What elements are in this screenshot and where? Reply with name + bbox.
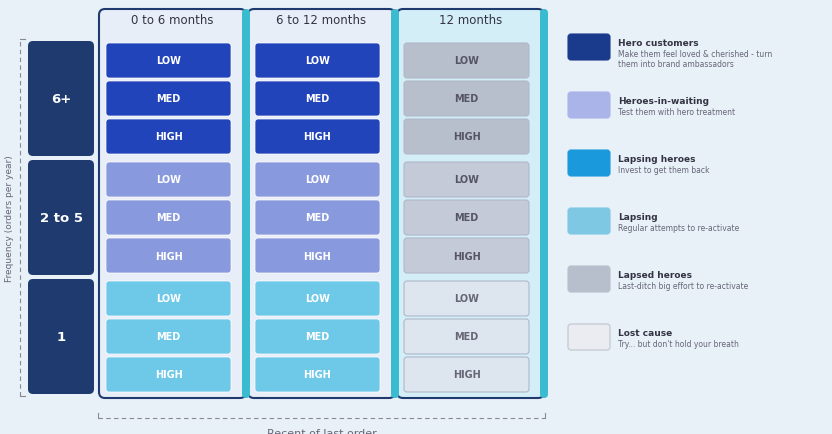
FancyBboxPatch shape — [404, 82, 529, 117]
FancyBboxPatch shape — [568, 208, 610, 234]
Text: 2 to 5: 2 to 5 — [40, 211, 83, 224]
FancyBboxPatch shape — [106, 163, 231, 197]
Text: LOW: LOW — [305, 175, 330, 185]
Text: MED: MED — [454, 94, 478, 104]
FancyBboxPatch shape — [255, 163, 380, 197]
FancyBboxPatch shape — [255, 238, 380, 273]
FancyBboxPatch shape — [391, 10, 399, 398]
Text: MED: MED — [305, 332, 329, 342]
FancyBboxPatch shape — [106, 238, 231, 273]
FancyBboxPatch shape — [255, 82, 380, 117]
Text: MED: MED — [156, 94, 181, 104]
FancyBboxPatch shape — [28, 279, 94, 394]
Text: HIGH: HIGH — [453, 370, 480, 380]
FancyBboxPatch shape — [404, 238, 529, 273]
FancyBboxPatch shape — [568, 266, 610, 293]
Text: LOW: LOW — [156, 294, 181, 304]
Text: MED: MED — [454, 213, 478, 223]
FancyBboxPatch shape — [28, 161, 94, 275]
FancyBboxPatch shape — [255, 44, 380, 79]
Text: Hero customers: Hero customers — [618, 39, 699, 48]
FancyBboxPatch shape — [404, 281, 529, 316]
FancyBboxPatch shape — [255, 201, 380, 236]
FancyBboxPatch shape — [106, 201, 231, 236]
Text: 6 to 12 months: 6 to 12 months — [276, 13, 367, 26]
Text: LOW: LOW — [305, 294, 330, 304]
FancyBboxPatch shape — [255, 120, 380, 155]
Text: Regular attempts to re-activate: Regular attempts to re-activate — [618, 224, 740, 233]
Text: MED: MED — [305, 213, 329, 223]
Text: Lapsing heroes: Lapsing heroes — [618, 155, 696, 164]
Text: HIGH: HIGH — [453, 132, 480, 142]
Text: MED: MED — [454, 332, 478, 342]
Text: HIGH: HIGH — [155, 370, 182, 380]
Text: HIGH: HIGH — [155, 132, 182, 142]
FancyBboxPatch shape — [397, 10, 544, 398]
Text: 1: 1 — [57, 330, 66, 343]
FancyBboxPatch shape — [540, 10, 548, 398]
Text: Frequency (orders per year): Frequency (orders per year) — [6, 155, 14, 281]
Text: LOW: LOW — [156, 175, 181, 185]
FancyBboxPatch shape — [404, 319, 529, 354]
FancyBboxPatch shape — [568, 324, 610, 350]
FancyBboxPatch shape — [404, 357, 529, 392]
Text: Heroes-in-waiting: Heroes-in-waiting — [618, 97, 709, 106]
FancyBboxPatch shape — [106, 82, 231, 117]
Text: Invest to get them back: Invest to get them back — [618, 166, 710, 174]
FancyBboxPatch shape — [106, 281, 231, 316]
Text: HIGH: HIGH — [304, 132, 331, 142]
Text: LOW: LOW — [454, 294, 479, 304]
FancyBboxPatch shape — [248, 10, 395, 398]
FancyBboxPatch shape — [28, 42, 94, 157]
FancyBboxPatch shape — [255, 281, 380, 316]
FancyBboxPatch shape — [404, 120, 529, 155]
Text: HIGH: HIGH — [304, 370, 331, 380]
FancyBboxPatch shape — [106, 120, 231, 155]
FancyBboxPatch shape — [404, 44, 529, 79]
Text: Lost cause: Lost cause — [618, 328, 672, 337]
Text: Make them feel loved & cherished - turn
them into brand ambassadors: Make them feel loved & cherished - turn … — [618, 50, 772, 69]
FancyBboxPatch shape — [568, 93, 610, 119]
Text: MED: MED — [305, 94, 329, 104]
FancyBboxPatch shape — [106, 44, 231, 79]
Text: 0 to 6 months: 0 to 6 months — [131, 13, 214, 26]
FancyBboxPatch shape — [106, 357, 231, 392]
Text: Lapsed heroes: Lapsed heroes — [618, 270, 692, 279]
Text: MED: MED — [156, 213, 181, 223]
Text: HIGH: HIGH — [155, 251, 182, 261]
Text: Recent of last order: Recent of last order — [266, 428, 376, 434]
Text: 6+: 6+ — [52, 93, 72, 106]
Text: Lapsing: Lapsing — [618, 213, 657, 221]
Text: LOW: LOW — [305, 56, 330, 66]
FancyBboxPatch shape — [106, 319, 231, 354]
Text: LOW: LOW — [454, 56, 479, 66]
Text: HIGH: HIGH — [304, 251, 331, 261]
Text: LOW: LOW — [156, 56, 181, 66]
FancyBboxPatch shape — [255, 357, 380, 392]
Text: MED: MED — [156, 332, 181, 342]
Text: Last-ditch big effort to re-activate: Last-ditch big effort to re-activate — [618, 281, 748, 290]
FancyBboxPatch shape — [568, 151, 610, 177]
Text: HIGH: HIGH — [453, 251, 480, 261]
Text: LOW: LOW — [454, 175, 479, 185]
FancyBboxPatch shape — [568, 35, 610, 61]
Text: Try... but don't hold your breath: Try... but don't hold your breath — [618, 339, 739, 348]
FancyBboxPatch shape — [404, 163, 529, 197]
Text: 12 months: 12 months — [438, 13, 503, 26]
FancyBboxPatch shape — [404, 201, 529, 236]
FancyBboxPatch shape — [99, 10, 246, 398]
Text: Test them with hero treatment: Test them with hero treatment — [618, 108, 735, 117]
FancyBboxPatch shape — [242, 10, 250, 398]
FancyBboxPatch shape — [255, 319, 380, 354]
